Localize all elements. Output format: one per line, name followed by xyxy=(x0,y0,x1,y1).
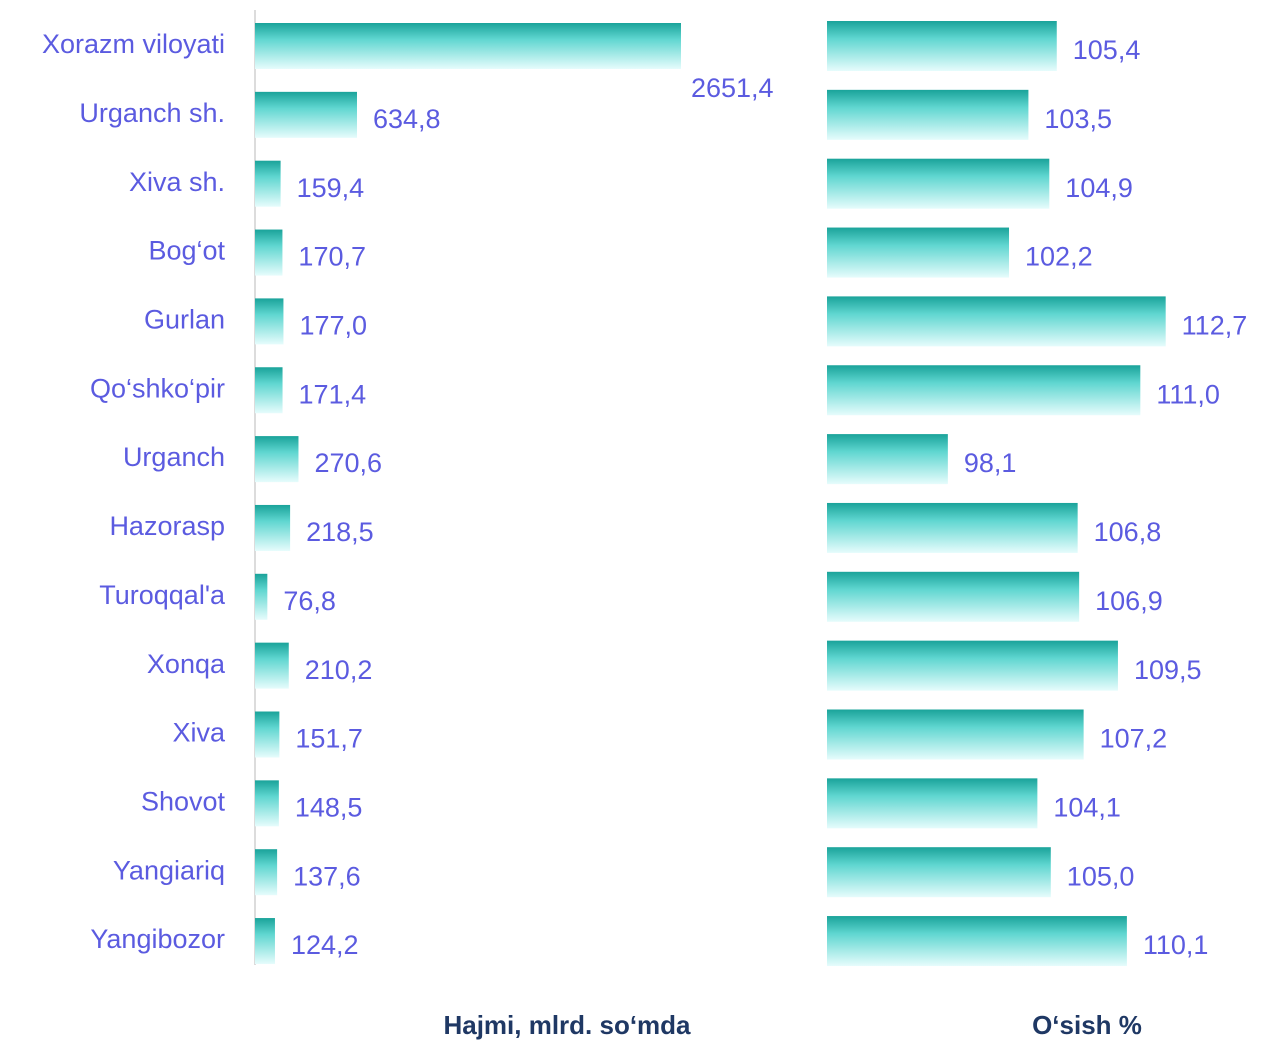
bar xyxy=(827,434,948,485)
data-label: 106,8 xyxy=(1094,517,1162,547)
data-label: 177,0 xyxy=(299,311,367,341)
bar xyxy=(255,573,268,620)
y-tick-label: Xorazm viloyati xyxy=(42,29,225,59)
bar xyxy=(827,227,1010,278)
bar xyxy=(255,23,681,69)
y-tick-label: Shovot xyxy=(141,786,226,816)
data-label: 137,6 xyxy=(293,861,361,891)
y-tick-label: Gurlan xyxy=(144,305,225,335)
data-label: 2651,4 xyxy=(691,73,774,103)
data-label: 105,4 xyxy=(1073,35,1141,65)
bar xyxy=(255,91,357,138)
data-label: 218,5 xyxy=(306,517,374,547)
data-label: 104,1 xyxy=(1053,792,1121,822)
data-label: 106,9 xyxy=(1095,586,1163,616)
data-label: 110,1 xyxy=(1143,930,1209,960)
bar xyxy=(827,158,1050,209)
bar xyxy=(827,847,1051,898)
bar xyxy=(255,436,299,483)
bar xyxy=(255,298,284,345)
bar xyxy=(255,642,289,689)
data-label: 111,0 xyxy=(1156,379,1220,409)
bar xyxy=(827,571,1080,622)
data-label: 104,9 xyxy=(1065,173,1133,203)
data-label: 170,7 xyxy=(298,242,366,272)
data-label: 107,2 xyxy=(1100,724,1168,754)
bar xyxy=(827,709,1084,760)
bar xyxy=(255,504,291,551)
bar xyxy=(255,711,280,758)
y-tick-label: Bog‘ot xyxy=(148,236,225,266)
data-label: 159,4 xyxy=(297,173,365,203)
y-tick-label: Yangibozor xyxy=(90,924,225,954)
bar xyxy=(827,640,1118,691)
data-label: 109,5 xyxy=(1134,655,1202,685)
data-label: 151,7 xyxy=(295,724,363,754)
bar xyxy=(827,502,1078,553)
bar xyxy=(827,296,1166,347)
data-label: 112,7 xyxy=(1182,311,1248,341)
data-label: 103,5 xyxy=(1044,104,1112,134)
y-tick-label: Urganch xyxy=(123,442,225,472)
data-label: 148,5 xyxy=(295,792,363,822)
bar xyxy=(255,780,279,827)
bar xyxy=(827,21,1057,71)
y-tick-label: Yangiariq xyxy=(113,855,225,885)
data-label: 102,2 xyxy=(1025,242,1093,272)
data-label: 124,2 xyxy=(291,930,359,960)
y-tick-label: Urganch sh. xyxy=(79,98,225,128)
bar xyxy=(827,365,1141,416)
data-label: 171,4 xyxy=(299,379,367,409)
data-label: 98,1 xyxy=(964,448,1017,478)
data-label: 634,8 xyxy=(373,104,441,134)
data-label: 76,8 xyxy=(283,586,336,616)
y-tick-label: Qo‘shko‘pir xyxy=(90,373,225,403)
y-tick-label: Xiva sh. xyxy=(129,167,225,197)
y-tick-label: Xonqa xyxy=(147,649,226,679)
y-tick-label: Turoqqal'a xyxy=(99,580,226,610)
bar xyxy=(255,367,283,414)
y-tick-label: Hazorasp xyxy=(109,511,225,541)
bar xyxy=(827,89,1029,140)
bar xyxy=(255,849,278,896)
y-tick-label: Xiva xyxy=(172,718,226,748)
data-label: 270,6 xyxy=(314,448,382,478)
bar xyxy=(255,918,275,965)
chart-title: Hajmi, mlrd. so‘mda xyxy=(443,1010,691,1040)
bar xyxy=(255,160,281,207)
bar xyxy=(827,778,1038,829)
data-label: 105,0 xyxy=(1067,861,1135,891)
data-label: 210,2 xyxy=(305,655,373,685)
bar xyxy=(827,916,1127,967)
bar xyxy=(255,229,283,276)
chart-title: O‘sish % xyxy=(1032,1010,1142,1040)
